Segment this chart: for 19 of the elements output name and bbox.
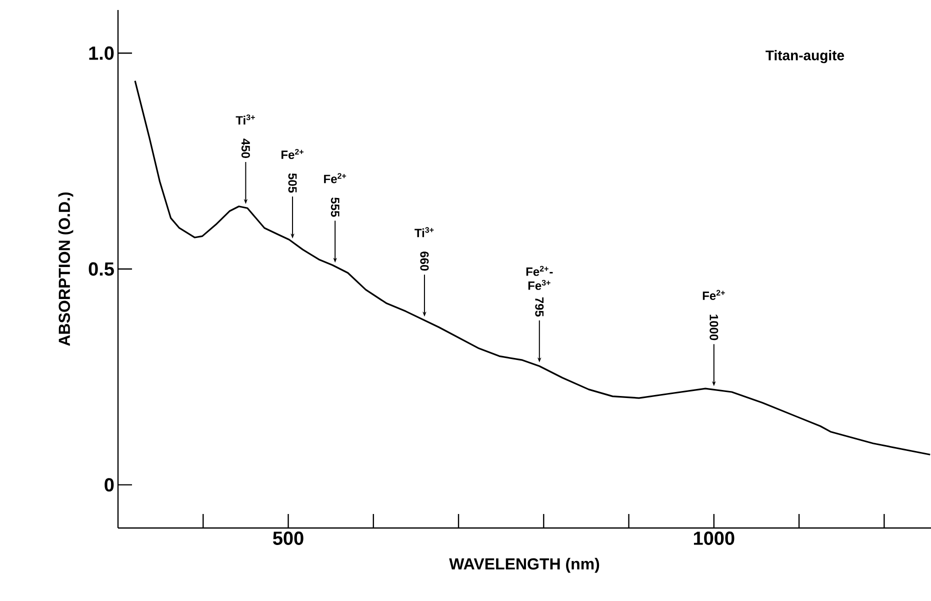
x-axis-title: WAVELENGTH (nm) (449, 558, 600, 573)
annotation: 555 (330, 198, 340, 217)
y-tick-label: 0 (104, 478, 114, 492)
annotation: Titan-augite (766, 50, 844, 64)
annotation: Fe$^{2+}$ (282, 148, 304, 160)
annotation: 660 (420, 252, 429, 271)
y-axis-title: ABSORPTION (O.D.) (58, 192, 74, 346)
annotation: Fe$^{2+}$ (324, 173, 346, 184)
annotation: 450 (241, 138, 250, 158)
annotation: Fe$^{2+}$ (702, 290, 725, 300)
annotation: 505 (288, 173, 297, 193)
x-tick-label: 500 (272, 532, 304, 545)
y-tick-label: 1.0 (89, 46, 114, 60)
annotation: Ti$^{3+}$ (414, 227, 434, 238)
annotation: 795 (535, 297, 544, 317)
annotation: Fe$^{2+}$-Fe$^{3+}$ (526, 266, 553, 290)
y-tick-label: 0.5 (88, 262, 114, 276)
annotation: 1000 (710, 314, 718, 340)
annotation: Ti$^{3+}$ (236, 114, 255, 124)
